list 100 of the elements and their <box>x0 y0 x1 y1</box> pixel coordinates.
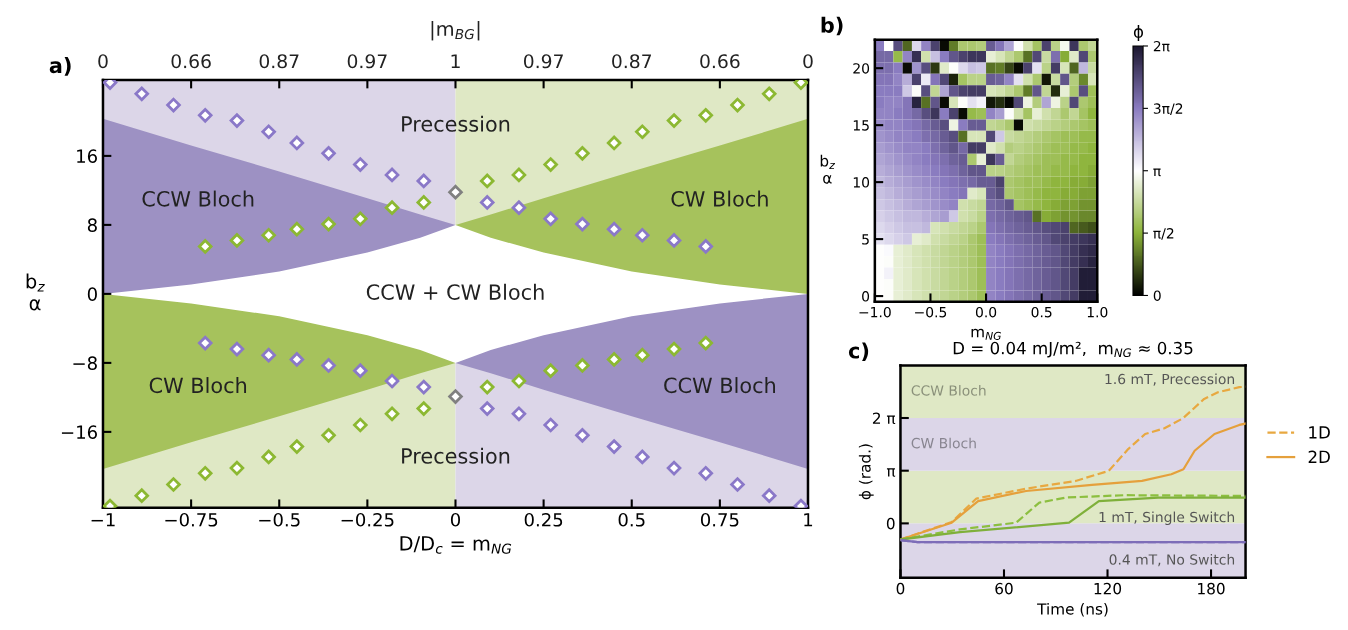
text: a) <box>49 57 71 76</box>
y-axis-title: ϕ (rad.) <box>858 444 874 500</box>
point <box>543 211 558 227</box>
point <box>197 108 213 123</box>
annotation: Precession <box>402 115 510 132</box>
x-tick-label: −1 <box>91 513 115 527</box>
x-tick-label: 1.0 <box>1087 306 1108 318</box>
point <box>166 477 181 492</box>
y-tick-label: −16 <box>61 425 97 439</box>
y-tick-label: 0 <box>862 291 870 302</box>
y-tick-label: 5 <box>862 234 869 245</box>
x-tick-label: 0.75 <box>700 512 739 527</box>
text: 1 <box>451 54 460 69</box>
point <box>666 341 682 357</box>
point <box>197 239 213 254</box>
y-axis-title: b$_{z}$ α <box>26 273 45 311</box>
point <box>353 157 368 172</box>
point <box>289 439 305 454</box>
text: 0 <box>803 54 813 69</box>
point <box>353 417 368 433</box>
point <box>134 488 150 503</box>
y-tick-label: 2 π <box>872 412 896 425</box>
annotation: CCW Bloch <box>142 190 254 207</box>
point <box>635 124 650 140</box>
point <box>479 401 495 416</box>
point <box>353 363 368 378</box>
color-bar-label: π/2 <box>1153 228 1174 240</box>
point <box>229 113 245 128</box>
color-bar-label: 3π/2 <box>1153 103 1183 115</box>
y-tick-label: −8 <box>73 356 97 371</box>
point <box>606 221 622 237</box>
y-tick-label: 15 <box>853 120 869 131</box>
text: |m$_{BG}$| <box>431 21 480 41</box>
point <box>479 195 495 210</box>
x-tick-label: 0 <box>896 582 905 595</box>
y-tick-label: 0 <box>87 287 97 302</box>
point <box>575 146 590 161</box>
x-axis-title: m$_{NG}$ <box>971 328 1001 340</box>
x-tick-label: 0.0 <box>975 306 997 318</box>
text: 0.97 <box>523 54 563 69</box>
annotation: 1.6 mT, Precession <box>1105 373 1235 386</box>
point <box>261 124 276 140</box>
point <box>289 221 305 237</box>
text: 0.66 <box>171 54 211 69</box>
text: 0.87 <box>259 54 299 69</box>
text: 0.87 <box>612 54 652 69</box>
text: 0.97 <box>347 54 387 69</box>
point <box>229 341 245 357</box>
x-tick-label: 60 <box>995 582 1013 595</box>
point <box>289 135 305 151</box>
y-tick-label: 8 <box>87 218 97 233</box>
x-axis-title: Time (ns) <box>1037 602 1108 617</box>
point <box>761 86 777 102</box>
point <box>575 428 590 443</box>
text: b) <box>821 16 843 36</box>
x-tick-label: −1.0 <box>859 306 891 318</box>
point <box>511 373 527 389</box>
x-tick-label: 0.25 <box>524 512 563 527</box>
annotation: Precession <box>402 447 510 464</box>
point <box>261 347 276 363</box>
point <box>666 460 682 476</box>
band-label: CW Bloch <box>911 437 976 449</box>
annotation: CCW + CW Bloch <box>366 283 544 300</box>
point <box>761 488 777 503</box>
point <box>666 233 682 248</box>
point <box>511 200 527 215</box>
point <box>448 184 463 200</box>
legend-label: 2D <box>1308 450 1330 463</box>
point <box>479 173 495 189</box>
point <box>575 216 590 232</box>
y-axis-title: b$_{z}$ α <box>820 154 836 184</box>
x-tick-label: 120 <box>1094 582 1122 595</box>
annotation: 1 mT, Single Switch <box>1099 511 1235 525</box>
point <box>698 239 714 254</box>
point <box>384 373 400 389</box>
annotation: CCW Bloch <box>664 377 775 394</box>
point <box>698 108 714 123</box>
point <box>666 113 682 128</box>
point <box>289 352 305 367</box>
point <box>511 167 527 183</box>
y-tick-label: 20 <box>853 63 870 74</box>
point <box>197 466 213 481</box>
point <box>197 335 213 351</box>
x-tick-label: −0.25 <box>341 512 394 527</box>
x-axis-title: D/D$_{c}$ = m$_{NG}$ <box>400 536 512 554</box>
point <box>229 233 245 248</box>
point <box>416 379 432 395</box>
x-tick-label: −0.5 <box>259 512 300 527</box>
point <box>261 449 276 465</box>
point <box>635 449 650 465</box>
point <box>321 428 336 443</box>
color-bar-label: 2π <box>1153 40 1170 52</box>
text: c) <box>848 342 869 362</box>
point <box>543 417 558 433</box>
x-tick-label: 0 <box>450 512 461 527</box>
point <box>730 97 745 113</box>
point <box>416 195 432 210</box>
point <box>384 406 400 422</box>
y-tick-label: 10 <box>853 177 870 188</box>
x-tick-label: −0.75 <box>165 512 218 527</box>
